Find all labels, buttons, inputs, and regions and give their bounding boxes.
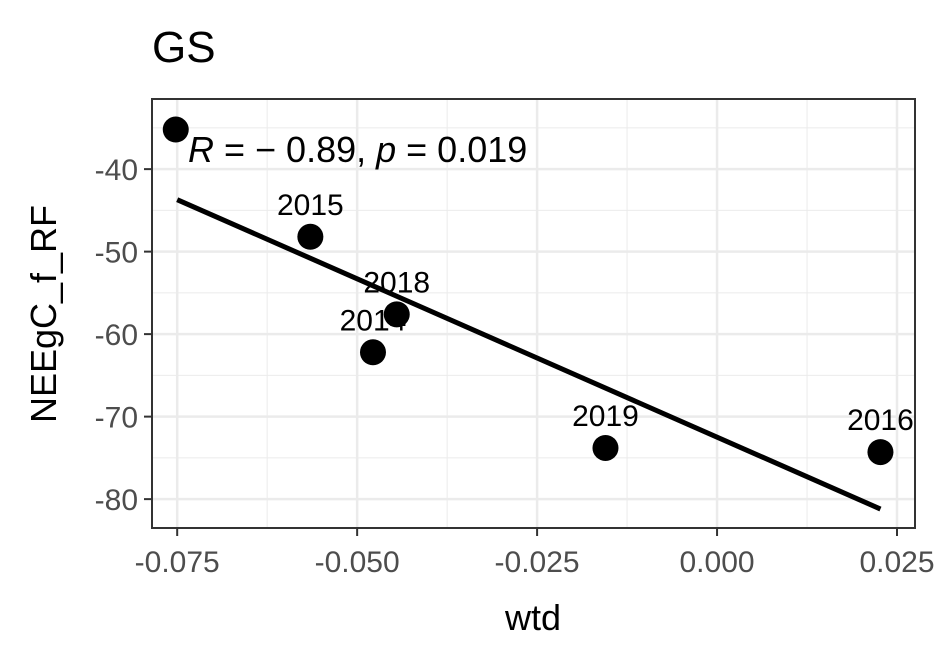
y-tick-label: -80 — [95, 484, 138, 517]
regression-line-group — [176, 197, 882, 512]
grid — [152, 99, 915, 528]
data-points — [162, 116, 894, 466]
x-tick-label: -0.050 — [315, 546, 400, 579]
y-tick-label: -60 — [95, 319, 138, 352]
point-label: 2014 — [340, 304, 407, 337]
x-tick-label: -0.025 — [495, 546, 580, 579]
r-value: = − 0.89, — [214, 129, 376, 170]
data-point — [297, 223, 324, 250]
data-point — [867, 439, 894, 466]
x-axis-ticks: -0.075 -0.050 -0.025 0.000 0.025 — [135, 528, 935, 579]
point-label: 2015 — [277, 189, 344, 222]
y-axis-title: NEEgC_f_RF — [23, 205, 64, 423]
point-labels: 2015 2018 2014 2019 2016 — [277, 189, 914, 437]
y-axis-ticks: -80 -70 -60 -50 -40 — [95, 154, 152, 517]
r-symbol: R — [188, 129, 214, 170]
data-point — [162, 116, 189, 143]
x-axis-title: wtd — [504, 597, 561, 638]
point-label: 2019 — [572, 400, 639, 433]
y-tick-label: -70 — [95, 402, 138, 435]
x-tick-label: 0.000 — [680, 546, 755, 579]
x-tick-label: 0.025 — [859, 546, 934, 579]
point-label: 2018 — [363, 266, 430, 299]
y-tick-label: -40 — [95, 154, 138, 187]
data-point — [592, 434, 619, 461]
data-point — [383, 301, 410, 328]
regression-line — [176, 197, 882, 512]
panel-border — [151, 98, 916, 529]
p-value: = 0.019 — [396, 129, 527, 170]
x-tick-label: -0.075 — [135, 546, 220, 579]
chart-title: GS — [152, 23, 216, 72]
y-tick-label: -50 — [95, 237, 138, 270]
data-point — [359, 339, 386, 366]
p-symbol: p — [375, 129, 396, 170]
correlation-annotation: R = − 0.89, p = 0.019 — [188, 129, 527, 170]
point-label: 2016 — [847, 404, 914, 437]
